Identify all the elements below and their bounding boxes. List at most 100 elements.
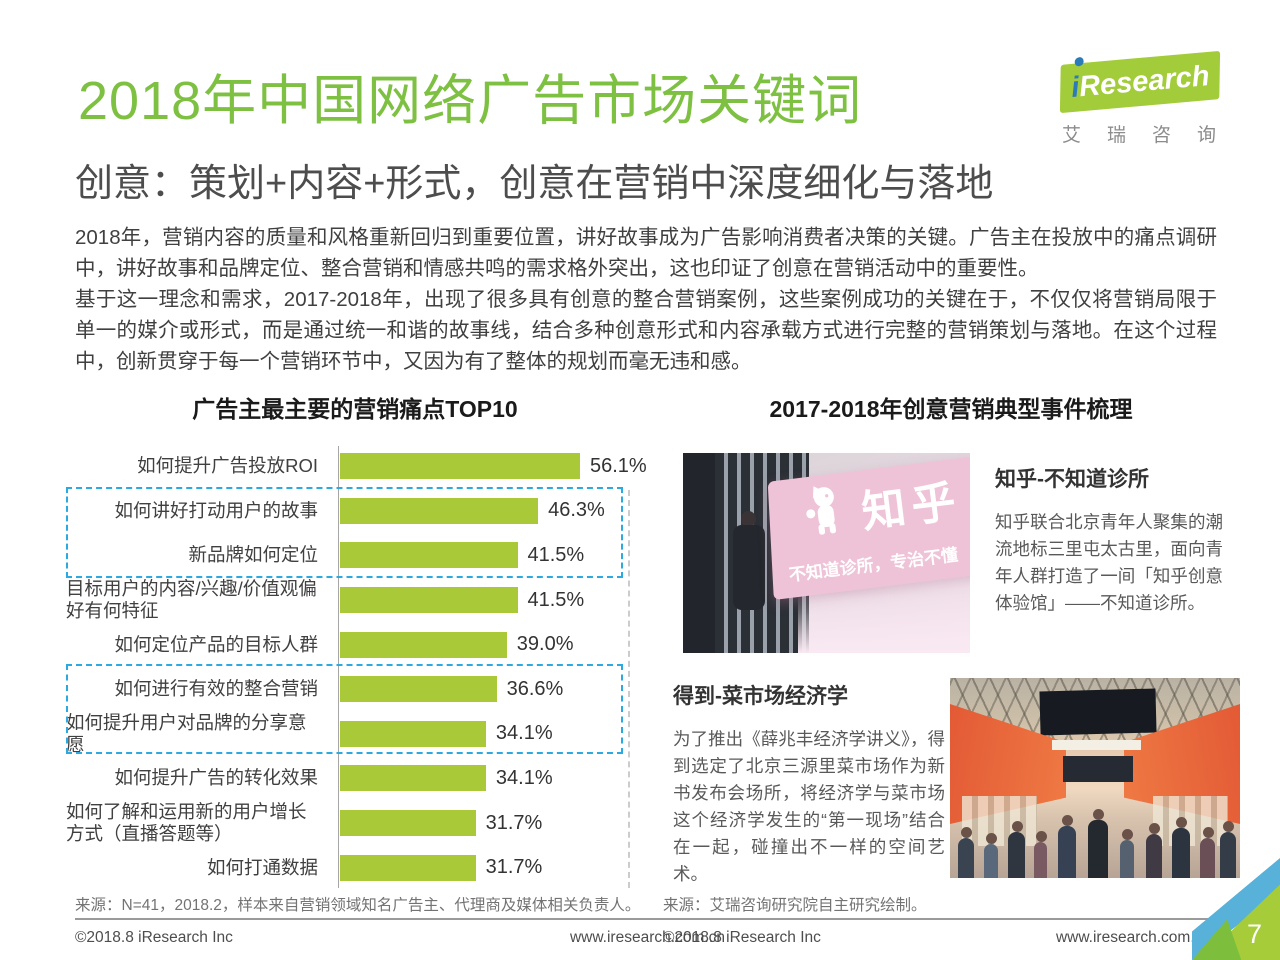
chart-value-label: 31.7% <box>485 856 543 879</box>
photo-glow <box>797 593 970 653</box>
photo-person-silhouette <box>1088 820 1108 878</box>
chart-row: 新品牌如何定位 41.5% <box>66 533 644 578</box>
photo-person-head <box>741 511 756 527</box>
chart-value-label: 56.1% <box>590 454 647 477</box>
chart-row: 如何了解和运用新的用户增长方式（直播答题等） 31.7% <box>66 801 644 846</box>
chart-row: 如何进行有效的整合营销 36.6% <box>66 667 644 712</box>
chart-value-label: 34.1% <box>495 722 553 745</box>
page-corner-decoration: 7 <box>1192 858 1280 960</box>
chart-value-label: 31.7% <box>485 811 543 834</box>
chart-row: 如何讲好打动用户的故事 46.3% <box>66 489 644 534</box>
photo-person-head <box>1093 809 1104 820</box>
event-zhihu-heading: 知乎-不知道诊所 <box>995 468 1149 491</box>
page-title: 2018年中国网络广告市场关键词 <box>78 71 863 131</box>
website-left: www.iresearch.com.cn <box>569 929 725 946</box>
photo-person-head <box>961 827 972 838</box>
chart-row: 目标用户的内容/兴趣/价值观偏好有何特征 41.5% <box>66 578 644 623</box>
chart-bar <box>340 631 507 658</box>
photo-white-strip <box>1051 740 1142 750</box>
chart-category-label: 如何定位产品的目标人群 <box>114 633 318 655</box>
chart-bar <box>340 542 518 569</box>
zhihu-pink-sign: 知乎 不知道诊所，专治不懂 <box>767 456 970 600</box>
event-dedao-description: 为了推出《薛兆丰经济学讲义》，得到选定了北京三源里菜市场作为新书发布会场所，将经… <box>673 729 945 884</box>
chart-value-label: 41.5% <box>527 543 585 566</box>
chart-category-label: 如何了解和运用新的用户增长方式（直播答题等） <box>66 801 307 845</box>
photo-person-head <box>1122 829 1133 840</box>
photo-person-head <box>1202 827 1214 838</box>
chart-value-label: 46.3% <box>548 499 605 522</box>
zhihu-sign-brand: 知乎 <box>859 476 965 538</box>
photo-person-silhouette <box>1146 834 1162 878</box>
photo-curtain <box>683 453 715 653</box>
chart-category-label: 如何提升用户对品牌的分享意愿 <box>66 711 307 755</box>
chart-row: 如何提升用户对品牌的分享意愿 34.1% <box>66 712 644 757</box>
chart-axis-line <box>338 446 339 888</box>
photo-person-head <box>1011 821 1023 832</box>
photo-person-silhouette <box>958 838 974 878</box>
chart-bar <box>340 720 486 747</box>
photo-person-silhouette <box>1008 832 1025 878</box>
chart-category-label: 新品牌如何定位 <box>188 544 318 566</box>
events-source-note: 来源：艾瑞咨询研究院自主研究绘制。 <box>663 897 927 914</box>
photo-person-silhouette <box>1220 832 1236 878</box>
chart-row: 如何提升广告的转化效果 34.1% <box>66 756 644 801</box>
market-photo <box>950 678 1240 878</box>
chart-category-label: 如何提升广告投放ROI <box>137 455 318 477</box>
chart-source-note: 来源：N=41，2018.2，样本来自营销领域知名广告主、代理商及媒体相关负责人… <box>75 897 641 914</box>
events-section: 2017-2018年创意营销典型事件梳理 <box>660 390 1242 884</box>
photo-crowd <box>950 806 1240 878</box>
pain-points-chart-section: 广告主最主要的营销痛点TOP10 如何提升广告投放ROI 56.1% 如何讲好打动用… <box>66 390 647 892</box>
chart-bar <box>340 854 476 881</box>
copyright-right: ©2018.8 iResearch Inc <box>663 929 821 946</box>
photo-person-silhouette <box>1120 840 1134 878</box>
chart-bar <box>340 676 497 703</box>
event-zhihu-text: 知乎-不知道诊所 知乎联合北京青年人聚集的潮流地标三里屯太古里，面向青年人群打造… <box>995 453 1223 653</box>
photo-person-head <box>1176 817 1187 828</box>
intro-text: 2018年，营销内容的质量和风格重新回归到重要位置，讲好故事成为广告影响消费者决… <box>75 222 1217 377</box>
chart-value-label: 34.1% <box>495 766 553 789</box>
photo-dark-banner <box>1039 688 1157 736</box>
chart-bar <box>340 810 476 837</box>
chart-bar <box>340 453 580 480</box>
photo-person-silhouette <box>984 844 998 878</box>
chart-bar <box>340 587 518 614</box>
page-number: 7 <box>1246 919 1262 949</box>
intro-paragraph-1: 2018年，营销内容的质量和风格重新回归到重要位置，讲好故事成为广告影响消费者决… <box>75 226 1217 280</box>
highlight-box-storytelling <box>66 487 623 578</box>
photo-person-head <box>1062 815 1073 826</box>
photo-person-head <box>1035 831 1047 842</box>
chart-row: 如何提升广告投放ROI 56.1% <box>66 444 647 489</box>
event-dedao-heading: 得到-菜市场经济学 <box>673 685 848 708</box>
iresearch-logo: iResearch 艾瑞咨询 <box>1050 50 1243 147</box>
chart-category-label: 目标用户的内容/兴趣/价值观偏好有何特征 <box>66 578 317 622</box>
zhihu-clinic-photo: 知乎 不知道诊所，专治不懂 <box>683 453 970 653</box>
page-subtitle: 创意：策划+内容+形式，创意在营销中深度细化与落地 <box>75 163 994 205</box>
event-dedao: 得到-菜市场经济学 为了推出《薛兆丰经济学讲义》，得到选定了北京三源里菜市场作为… <box>660 678 1240 888</box>
events-title: 2017-2018年创意营销典型事件梳理 <box>769 396 1133 422</box>
chart-value-label: 41.5% <box>527 588 585 611</box>
chart-category-label: 如何打通数据 <box>206 856 318 878</box>
chart-bar <box>340 765 486 792</box>
event-zhihu-description: 知乎联合北京青年人聚集的潮流地标三里屯太古里，面向青年人群打造了一间「知乎创意体… <box>995 512 1223 613</box>
intro-paragraph-2: 基于这一理念和需求，2017-2018年，出现了很多具有创意的整合营销案例，这些… <box>75 288 1217 373</box>
logo-i-dot <box>1074 56 1084 67</box>
logo-brand-text: Research <box>1077 59 1211 103</box>
highlight-box-integration <box>66 664 623 754</box>
photo-right-stalls <box>1153 796 1229 846</box>
zhihu-dog-mascot-icon <box>798 481 849 543</box>
footer-right: ©2018.8 iResearch Inc www.iresearch.com.… <box>663 918 1211 947</box>
photo-person-head <box>1149 823 1160 834</box>
photo-person-silhouette <box>1034 842 1047 878</box>
logo-chinese-name: 艾瑞咨询 <box>1062 125 1243 146</box>
chart-category-label: 如何进行有效的整合营销 <box>114 678 318 700</box>
photo-person-head <box>1223 821 1234 832</box>
photo-person-silhouette <box>1058 826 1076 878</box>
event-dedao-text: 得到-菜市场经济学 为了推出《薛兆丰经济学讲义》，得到选定了北京三源里菜市场作为… <box>673 678 945 888</box>
chart-row: 如何定位产品的目标人群 39.0% <box>66 622 644 667</box>
chart-value-label: 36.6% <box>506 677 564 700</box>
photo-person-head <box>986 833 997 844</box>
photo-person-silhouette <box>1200 838 1215 878</box>
copyright-left: ©2018.8 iResearch Inc <box>75 929 233 946</box>
chart-rows: 如何提升广告投放ROI 56.1% 如何讲好打动用户的故事 46.3% 新品牌如何定位 4… <box>66 444 647 890</box>
